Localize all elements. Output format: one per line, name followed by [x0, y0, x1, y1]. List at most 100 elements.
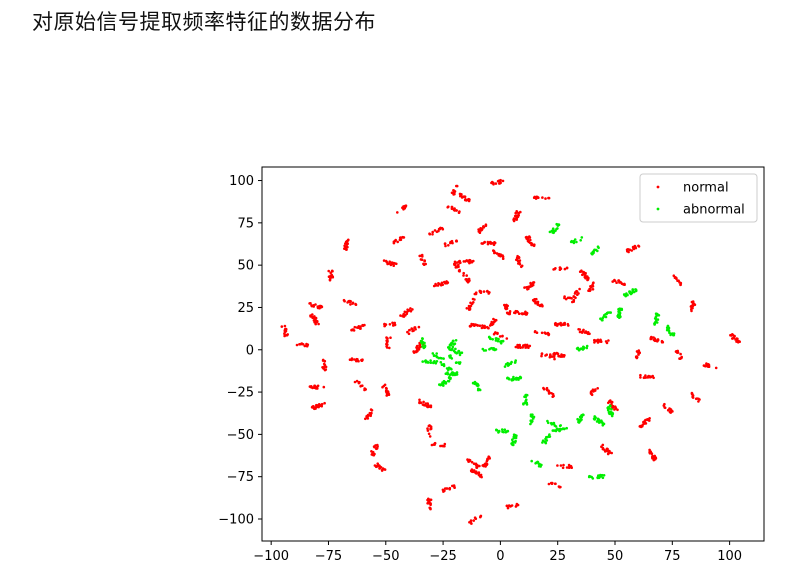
- normal-point: [437, 282, 440, 285]
- abnormal-point: [541, 439, 545, 443]
- abnormal-point: [441, 363, 445, 366]
- normal-point: [486, 326, 490, 330]
- normal-point: [486, 457, 490, 461]
- normal-point: [573, 295, 576, 299]
- normal-point: [284, 327, 287, 331]
- abnormal-cluster: [587, 473, 606, 480]
- normal-cluster: [531, 297, 544, 308]
- abnormal-cluster: [419, 337, 427, 350]
- normal-point: [609, 400, 613, 404]
- normal-point: [415, 346, 419, 350]
- normal-point: [547, 390, 550, 393]
- abnormal-point: [449, 356, 453, 359]
- normal-cluster: [649, 335, 665, 344]
- abnormal-point: [444, 372, 448, 376]
- normal-point: [642, 376, 646, 380]
- abnormal-point: [442, 382, 445, 385]
- abnormal-point: [424, 359, 427, 363]
- normal-point: [529, 285, 532, 288]
- normal-point: [608, 451, 612, 454]
- normal-point: [669, 408, 673, 412]
- abnormal-point: [585, 344, 589, 348]
- normal-point: [501, 334, 504, 338]
- normal-point: [697, 397, 700, 401]
- abnormal-cluster: [506, 375, 523, 382]
- abnormal-point: [551, 429, 555, 432]
- abnormal-cluster: [653, 312, 661, 326]
- abnormal-point: [448, 348, 451, 351]
- normal-cluster: [468, 322, 487, 330]
- normal-point: [552, 394, 555, 398]
- normal-point: [382, 384, 386, 388]
- normal-point: [478, 324, 482, 328]
- normal-point: [557, 354, 561, 358]
- normal-point: [418, 344, 421, 348]
- abnormal-point: [573, 238, 577, 241]
- normal-cluster: [462, 271, 471, 284]
- normal-point: [283, 324, 287, 328]
- abnormal-point: [451, 345, 455, 349]
- normal-cluster: [634, 349, 641, 360]
- normal-point: [388, 346, 391, 350]
- normal-point: [315, 320, 319, 324]
- normal-point: [364, 417, 367, 421]
- abnormal-cluster: [546, 419, 562, 428]
- abnormal-point: [622, 293, 626, 296]
- normal-point: [559, 464, 563, 467]
- normal-point: [644, 421, 647, 425]
- abnormal-point: [668, 331, 671, 335]
- abnormal-cluster: [548, 222, 561, 235]
- normal-point: [735, 340, 738, 343]
- normal-point: [423, 404, 426, 407]
- normal-point: [446, 281, 450, 284]
- normal-point: [580, 331, 584, 334]
- y-tick-label: −25: [227, 386, 254, 401]
- normal-point: [473, 324, 476, 327]
- x-tick-label: −50: [372, 549, 399, 564]
- abnormal-point: [423, 341, 426, 345]
- normal-point: [399, 238, 403, 241]
- normal-point: [441, 488, 445, 492]
- normal-point: [420, 253, 424, 257]
- normal-cluster: [309, 313, 320, 326]
- abnormal-cluster: [592, 415, 606, 427]
- normal-point: [433, 441, 437, 445]
- normal-cluster: [443, 239, 459, 248]
- normal-cluster: [611, 278, 626, 287]
- abnormal-cluster: [569, 236, 584, 245]
- normal-point: [678, 357, 681, 360]
- normal-point: [638, 425, 642, 428]
- normal-point: [459, 261, 462, 265]
- normal-point: [566, 322, 570, 326]
- normal-point: [437, 227, 441, 231]
- normal-point: [694, 397, 698, 401]
- normal-point: [458, 210, 461, 213]
- abnormal-point: [442, 357, 445, 360]
- normal-point: [423, 259, 427, 262]
- normal-point: [679, 283, 682, 287]
- normal-point: [417, 348, 421, 351]
- abnormal-point: [484, 349, 488, 352]
- abnormal-point: [449, 367, 452, 370]
- abnormal-point: [594, 248, 598, 252]
- normal-point: [508, 312, 512, 316]
- normal-point: [439, 444, 442, 448]
- normal-point: [390, 261, 394, 264]
- normal-cluster: [648, 448, 658, 462]
- normal-point: [295, 343, 299, 347]
- normal-point: [515, 345, 519, 349]
- abnormal-point: [630, 291, 634, 295]
- abnormal-point: [671, 332, 674, 335]
- normal-point: [562, 354, 565, 357]
- normal-point: [422, 262, 425, 266]
- normal-point: [381, 468, 384, 472]
- abnormal-point: [553, 229, 557, 233]
- normal-point: [547, 333, 550, 337]
- abnormal-point: [600, 473, 604, 477]
- normal-cluster: [457, 258, 475, 265]
- normal-point: [501, 179, 505, 183]
- normal-point: [648, 417, 651, 420]
- abnormal-point: [450, 341, 453, 345]
- normal-point: [625, 248, 629, 251]
- abnormal-point: [451, 373, 455, 377]
